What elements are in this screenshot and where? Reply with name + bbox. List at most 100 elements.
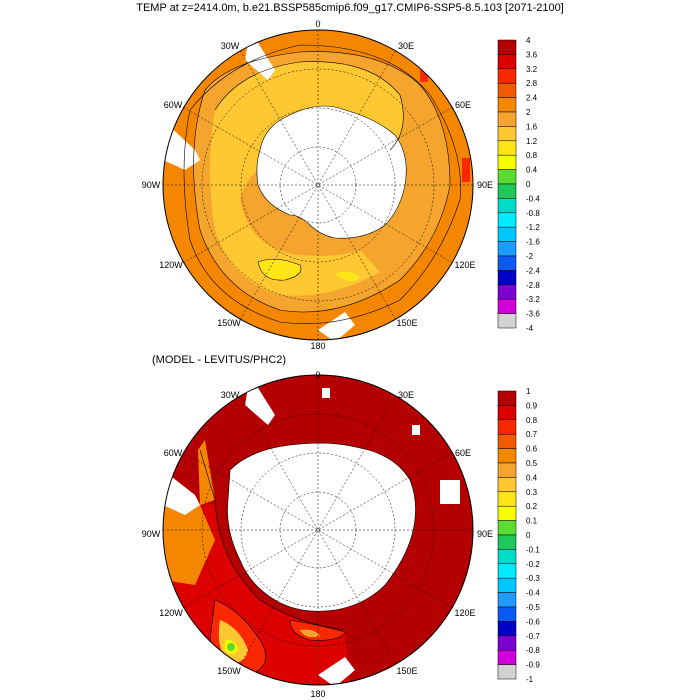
colorbar-label: -0.2: [526, 560, 540, 569]
colorbar-box: [497, 577, 517, 593]
colorbar-box: [497, 82, 517, 98]
lon-label: 90W: [142, 180, 161, 190]
colorbar-label: -0.8: [526, 646, 540, 655]
colorbar-box: [497, 54, 517, 70]
lon-label: 150W: [217, 666, 241, 676]
colorbar-box: [497, 126, 517, 142]
temp-hotspot: [462, 158, 470, 182]
colorbar-box: [497, 183, 517, 199]
colorbar-label: 0: [526, 180, 531, 189]
colorbar-box: [497, 284, 517, 300]
colorbar-label: -0.3: [526, 574, 540, 583]
colorbar-label: 0.6: [526, 445, 538, 454]
colorbar-label: -1.6: [526, 238, 540, 247]
land-new-zealand: [318, 657, 355, 685]
lon-label: 90E: [477, 529, 493, 539]
land-south-america: [163, 470, 200, 515]
lon-label: 120W: [159, 260, 183, 270]
colorbar-label: 0: [526, 531, 531, 540]
colorbar-label: 0.7: [526, 430, 538, 439]
diff-region-0.7-0.8: [290, 620, 345, 641]
land-island: [412, 425, 420, 435]
lon-label: 120E: [454, 260, 475, 270]
lon-label: 30E: [398, 390, 414, 400]
colorbar-label: 0.9: [526, 401, 538, 410]
colorbar-box: [497, 534, 517, 550]
temp-map: 0 30E 60E 90E 120E 150E 180 150W 120W 90…: [142, 19, 493, 351]
land-antarctica: [256, 105, 407, 239]
colorbar-label: -0.6: [526, 617, 540, 626]
colorbar-label: -1: [526, 675, 534, 684]
lon-label: 60E: [455, 448, 471, 458]
temp-region-1.2-1.6: [258, 259, 301, 281]
land-antarctica: [227, 442, 416, 612]
lon-label: 30W: [221, 41, 240, 51]
colorbar-label: 0.2: [526, 502, 538, 511]
colorbar-box: [497, 664, 517, 680]
land-island: [322, 388, 330, 398]
lon-label: 30W: [221, 390, 240, 400]
map-boundary: [162, 29, 474, 341]
colorbar-label: -1.2: [526, 223, 540, 232]
colorbar-label: 1: [526, 387, 531, 396]
colorbar-box: [497, 635, 517, 651]
figure-title: TEMP at z=2414.0m, b.e21.BSSP585cmip6.f0…: [136, 2, 564, 14]
colorbar-box: [497, 270, 517, 286]
difference-map: 0 30E 60E 90E 120E 150E 180 150W 120W 90…: [142, 370, 493, 699]
colorbar-box: [497, 111, 517, 127]
colorbar-label: -3.2: [526, 295, 540, 304]
colorbar-label: 2.8: [526, 79, 538, 88]
lon-label: 150E: [396, 318, 417, 328]
colorbar-label: 3.6: [526, 50, 538, 59]
colorbar-box: [497, 419, 517, 435]
lon-label: 0: [315, 370, 320, 380]
map-boundary: [162, 374, 474, 686]
colorbar-label: -0.8: [526, 209, 540, 218]
colorbar-label: 3.2: [526, 65, 538, 74]
colorbar-box: [497, 462, 517, 478]
colorbar-box: [497, 226, 517, 242]
colorbar-label: 1.6: [526, 122, 538, 131]
colorbar-label: 4: [526, 36, 531, 45]
temp-hotspot: [420, 70, 428, 82]
colorbar-box: [497, 563, 517, 579]
lon-label: 60W: [164, 448, 183, 458]
colorbar-box: [497, 520, 517, 536]
colorbar-label: -2.4: [526, 266, 540, 275]
lon-label: 120W: [159, 608, 183, 618]
colorbar-label: -2: [526, 252, 534, 261]
colorbar-box: [497, 390, 517, 406]
colorbar-box: [497, 621, 517, 637]
lon-label: 120E: [454, 608, 475, 618]
colorbar-label: 0.4: [526, 166, 538, 175]
colorbar-label: 2.4: [526, 94, 538, 103]
colorbar-box: [497, 477, 517, 493]
temp-region-1.2-1.6: [335, 271, 360, 282]
colorbar-label: -3.6: [526, 310, 540, 319]
colorbar-label: -0.5: [526, 603, 540, 612]
colorbar-label: -4: [526, 324, 534, 333]
lon-label: 60E: [455, 100, 471, 110]
lon-label: 180: [310, 341, 325, 351]
colorbar-box: [497, 198, 517, 214]
colorbar-box: [497, 212, 517, 228]
lon-label: 180: [310, 689, 325, 699]
lon-label: 60W: [164, 100, 183, 110]
colorbar-label: -2.8: [526, 281, 540, 290]
colorbar-box: [497, 592, 517, 608]
colorbar-label: 1.2: [526, 137, 538, 146]
colorbar-box: [497, 405, 517, 421]
colorbar-box: [497, 298, 517, 314]
diff-region-0.4-0.6: [300, 629, 320, 638]
colorbar-box: [497, 505, 517, 521]
colorbar-label: 0.4: [526, 473, 538, 482]
colorbar-label: 0.5: [526, 459, 538, 468]
colorbar-box: [497, 39, 517, 55]
colorbar-box: [497, 491, 517, 507]
colorbar-label: -0.7: [526, 632, 540, 641]
colorbar-label: 0.8: [526, 151, 538, 160]
lon-label: 150E: [396, 666, 417, 676]
colorbar-box: [497, 169, 517, 185]
colorbar-label: -0.4: [526, 589, 540, 598]
colorbar-box: [497, 97, 517, 113]
